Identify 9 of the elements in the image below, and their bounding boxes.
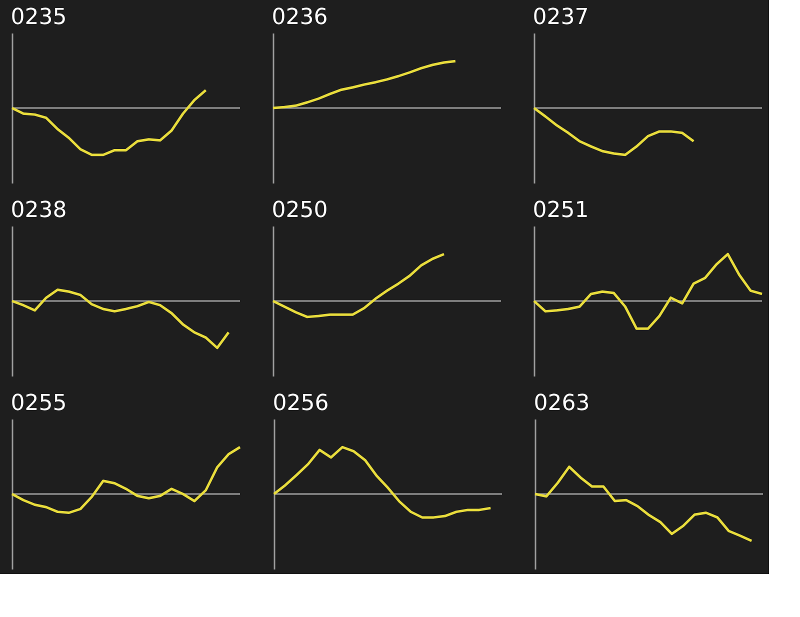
chart-title: 0235 [10, 5, 67, 30]
chart-title: 0251 [532, 198, 589, 223]
chart-title: 0263 [534, 391, 590, 416]
chart-title: 0256 [272, 391, 329, 416]
chart-title: 0238 [10, 198, 67, 223]
chart-title: 0250 [272, 198, 328, 223]
chart-title: 0255 [10, 391, 67, 416]
chart-title: 0236 [272, 5, 328, 30]
chart-title: 0237 [532, 5, 589, 30]
